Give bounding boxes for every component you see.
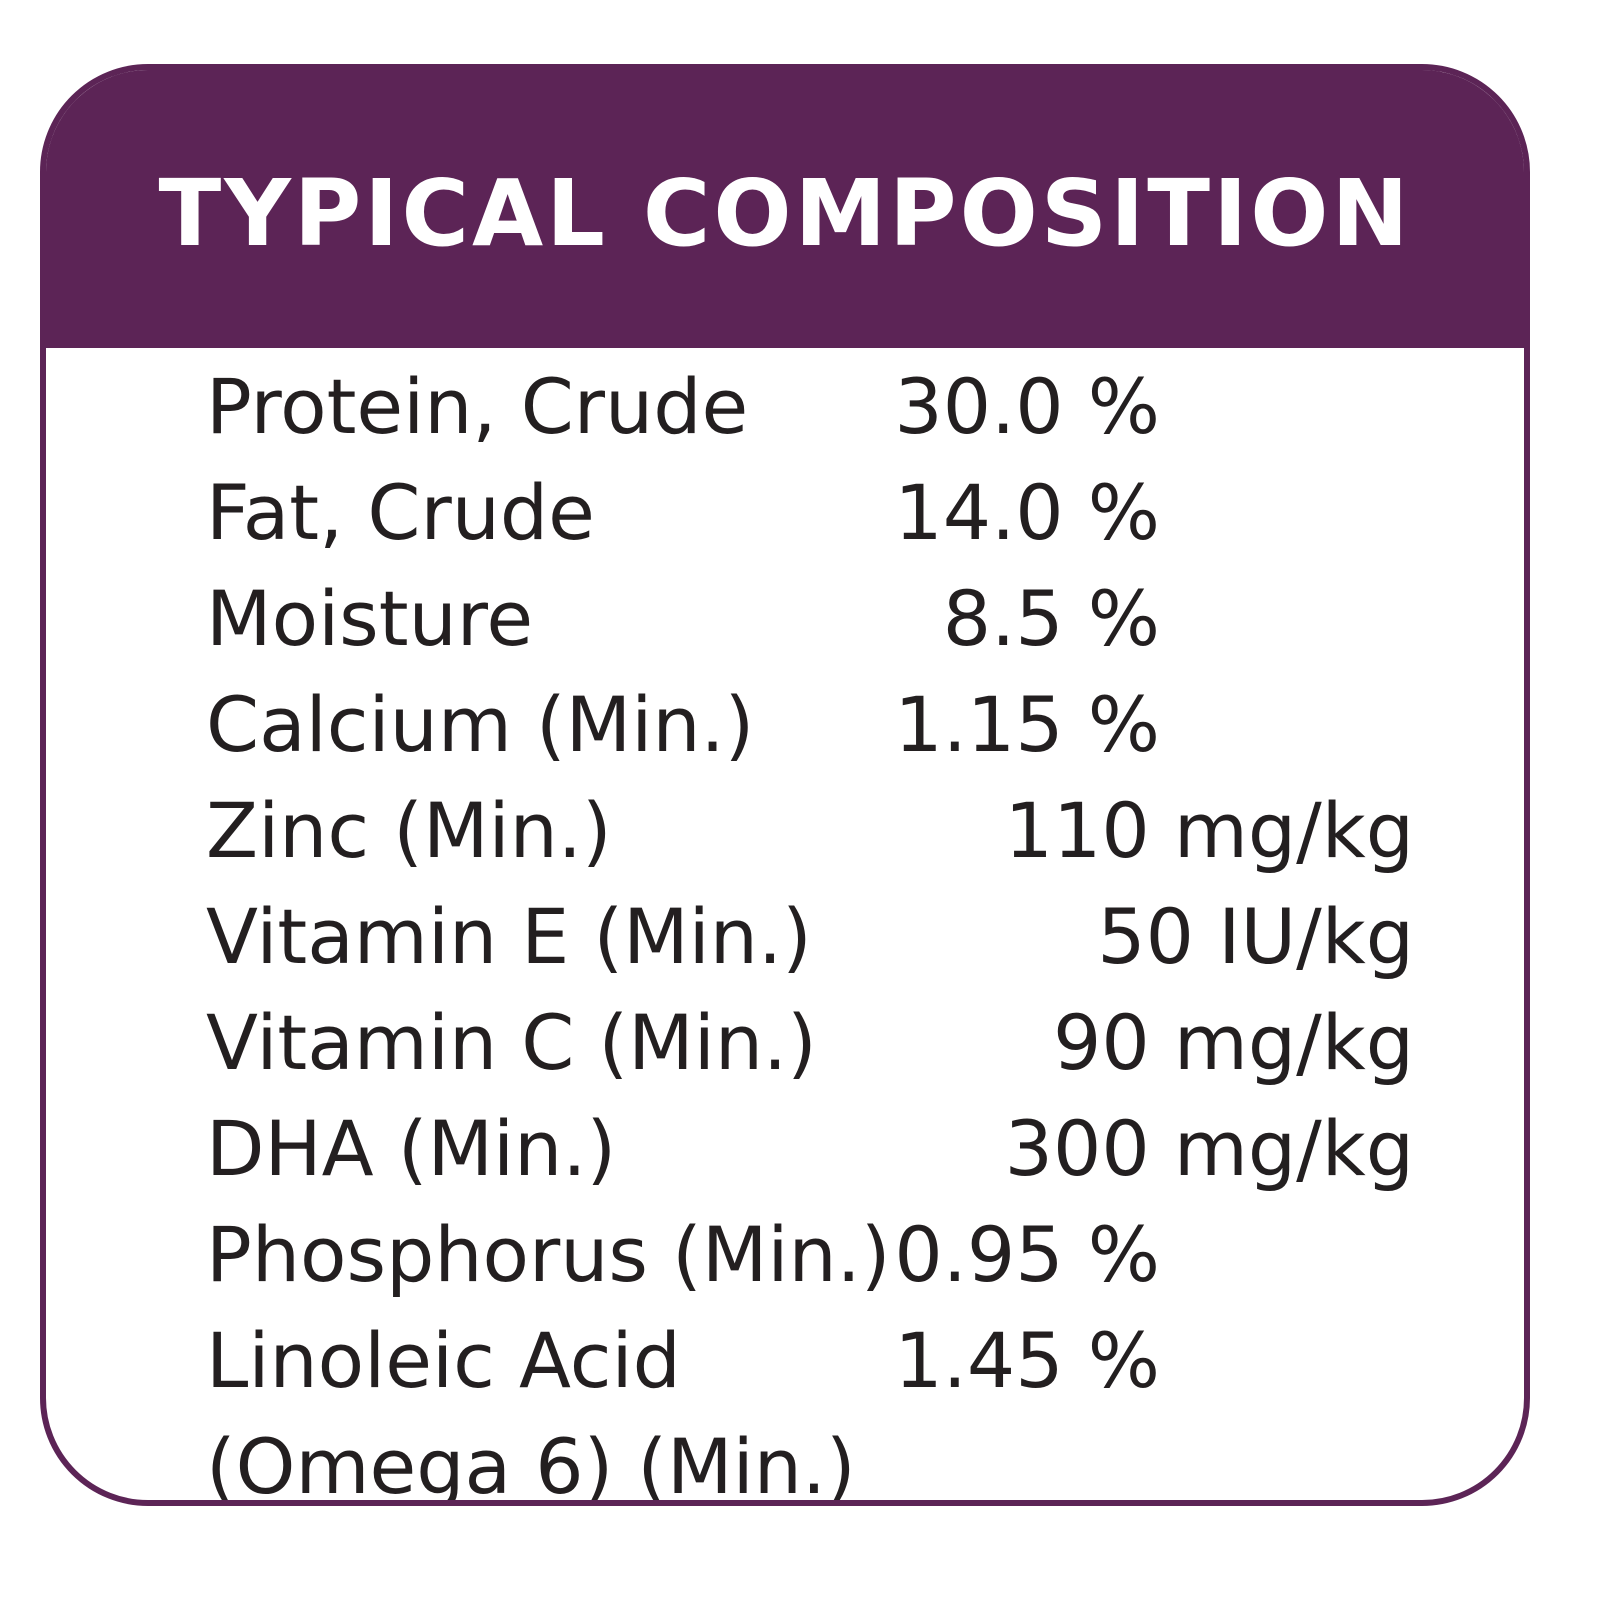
row-value-dha: 300 mg/kg [1004,1104,1414,1193]
row-label-zinc: Zinc (Min.) [206,786,612,875]
row-label-vitamin-e: Vitamin E (Min.) [206,892,812,981]
panel-title: TYPICAL COMPOSITION [158,160,1412,267]
row-label-protein: Protein, Crude [206,362,749,451]
row-value-vitamin-e: 50 IU/kg [1097,892,1414,981]
row-label-linoleic-acid: Linoleic Acid [206,1316,681,1405]
row-label-phosphorus: Phosphorus (Min.) [206,1210,891,1299]
row-value-fat: 14.0 % [894,468,1160,557]
row-label-fat: Fat, Crude [206,468,595,557]
row-value-linoleic-acid: 1.45 % [894,1316,1160,1405]
row-label-dha: DHA (Min.) [206,1104,617,1193]
row-label-vitamin-c: Vitamin C (Min.) [206,998,817,1087]
row-value-protein: 30.0 % [894,362,1160,451]
row-value-phosphorus: 0.95 % [894,1210,1160,1299]
panel-header: TYPICAL COMPOSITION [46,70,1524,348]
row-value-calcium: 1.15 % [894,680,1160,769]
row-value-vitamin-c: 90 mg/kg [1053,998,1414,1087]
row-label-moisture: Moisture [206,574,534,663]
row-label-calcium: Calcium (Min.) [206,680,755,769]
row-label-omega-6: (Omega 6) (Min.) [206,1422,856,1506]
row-value-zinc: 110 mg/kg [1004,786,1414,875]
typical-composition-panel: TYPICAL COMPOSITION Protein, Crude 30.0 … [40,64,1530,1506]
row-value-moisture: 8.5 % [942,574,1160,663]
